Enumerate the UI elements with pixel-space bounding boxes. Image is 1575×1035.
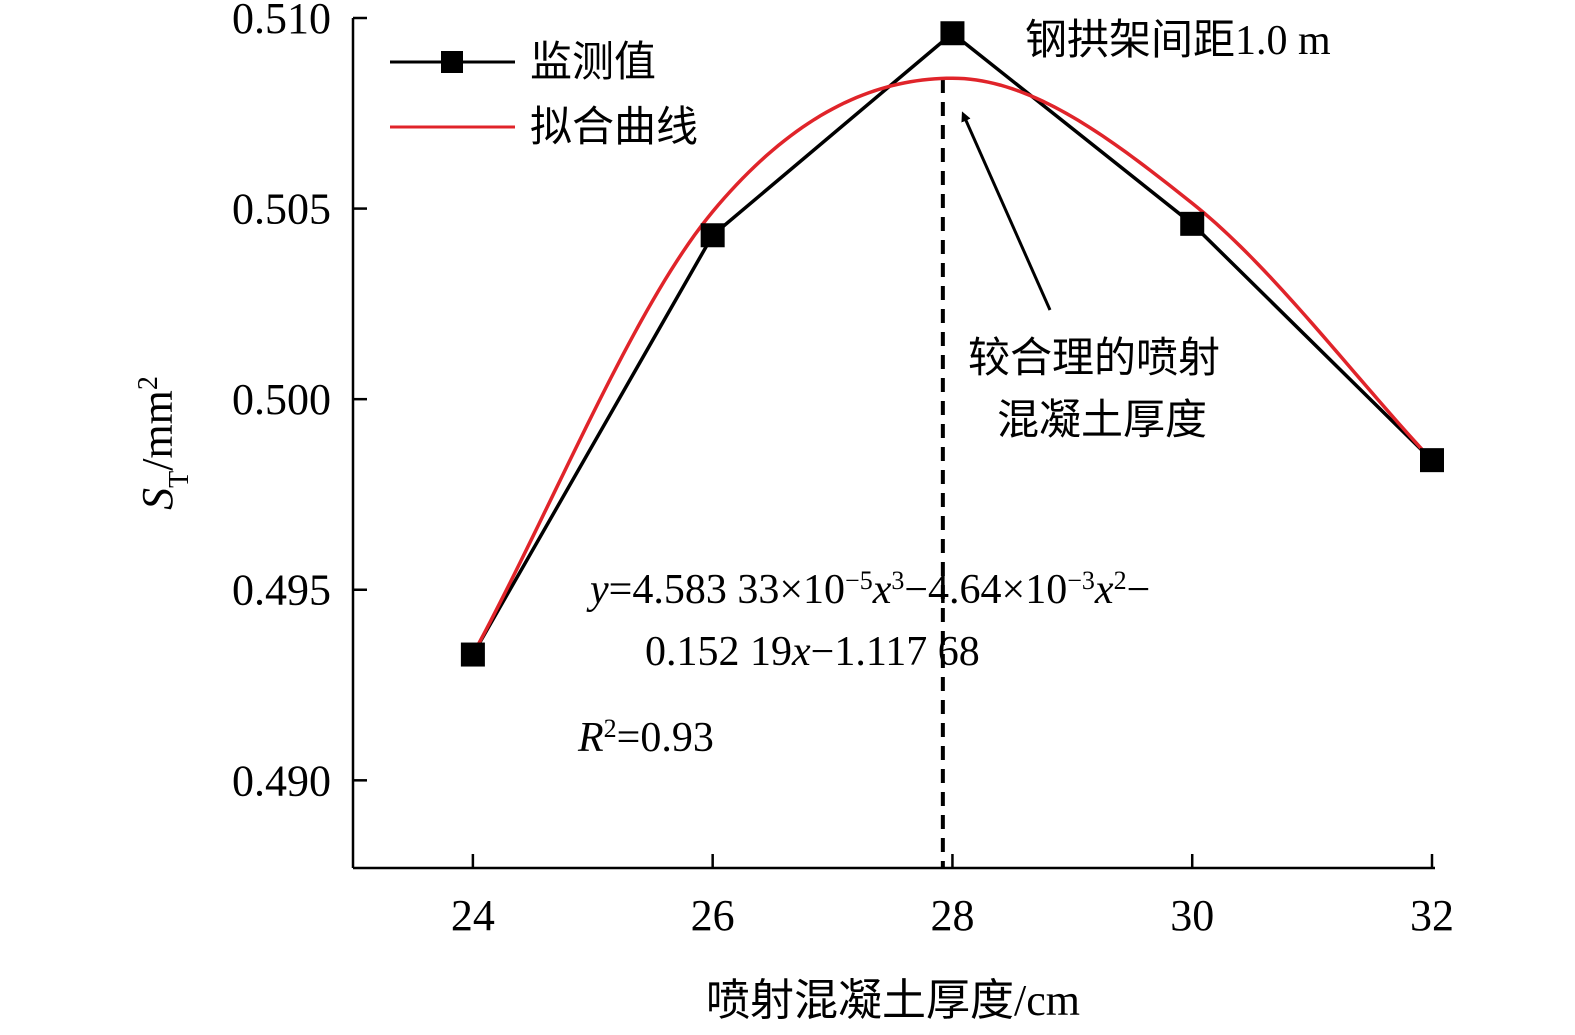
- spacing-annotation: 钢拱架间距1.0 m: [1025, 18, 1331, 64]
- y-tick-label: 0.500: [232, 375, 331, 424]
- x-tick-label: 24: [451, 891, 495, 940]
- x-tick-label: 32: [1410, 891, 1454, 940]
- y-ticks: 0.490 0.495 0.500 0.505 0.510: [232, 0, 367, 805]
- measured-point: [1420, 448, 1444, 473]
- measured-point: [700, 223, 725, 248]
- x-ticks: 24 26 28 30 32: [451, 854, 1454, 940]
- measured-point: [460, 642, 485, 667]
- y-axis-title: ST/mm2: [133, 376, 195, 510]
- x-tick-label: 26: [691, 891, 735, 940]
- x-axis-title: 喷射混凝土厚度/cm: [706, 976, 1080, 1025]
- series-layer: [460, 21, 1444, 667]
- equation-line2: 0.152 19x−1.117 68: [645, 629, 980, 675]
- equation-line1: y=4.583 33×10−5x3−4.64×10−3x2−: [586, 566, 1150, 614]
- y-tick-label: 0.505: [232, 185, 331, 234]
- optimal-label-line1: 较合理的喷射: [968, 335, 1220, 382]
- optimal-arrow: [961, 111, 1052, 311]
- series-fit-curve: [471, 76, 1434, 656]
- measured-point: [1180, 211, 1205, 236]
- legend-fit-label: 拟合曲线: [530, 105, 698, 151]
- y-tick-label: 0.495: [232, 566, 331, 615]
- optimal-label-line2: 混凝土厚度: [997, 398, 1207, 444]
- y-tick-label: 0.510: [232, 0, 331, 43]
- y-tick-label: 0.490: [232, 756, 331, 805]
- x-tick-label: 30: [1170, 891, 1214, 940]
- legend-measured-marker: [441, 51, 463, 73]
- r-squared-label: R2=0.93: [577, 714, 714, 762]
- x-tick-label: 28: [930, 891, 974, 940]
- legend-measured-label: 监测值: [530, 40, 656, 86]
- measured-point: [940, 21, 965, 46]
- legend: 监测值 拟合曲线: [390, 40, 698, 151]
